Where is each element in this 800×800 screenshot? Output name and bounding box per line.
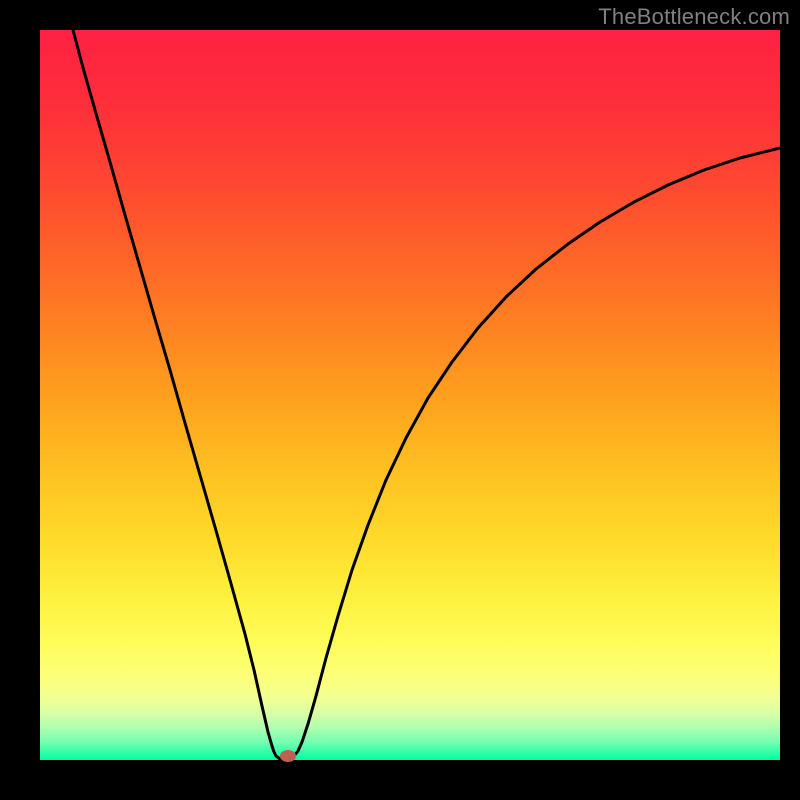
curve-plot <box>40 30 780 760</box>
watermark-text: TheBottleneck.com <box>598 4 790 30</box>
plot-frame <box>40 30 780 760</box>
bottleneck-curve <box>73 30 780 759</box>
chart-container: TheBottleneck.com <box>0 0 800 800</box>
optimal-point-marker <box>280 750 296 762</box>
